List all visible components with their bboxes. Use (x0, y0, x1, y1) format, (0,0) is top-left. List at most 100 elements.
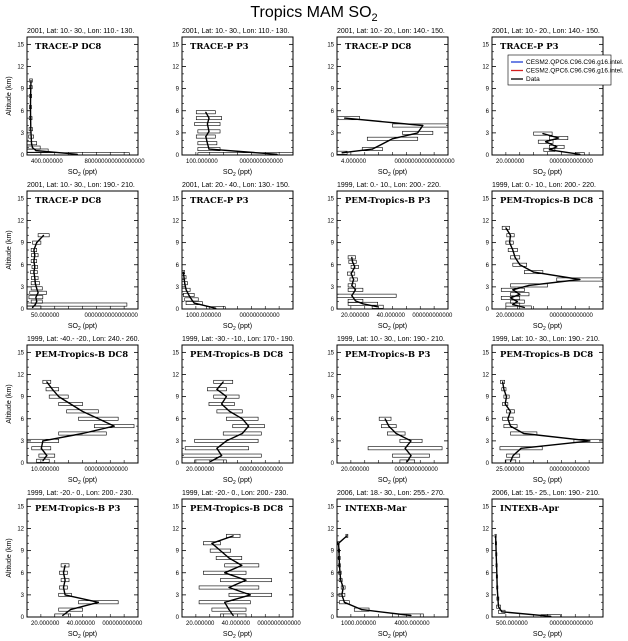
data-point (338, 564, 341, 567)
y-tick-label: 0 (21, 461, 25, 467)
error-bar (209, 548, 231, 553)
data-series-line (40, 381, 115, 462)
x-axis-label-unit: (ppt) (236, 169, 252, 176)
y-tick-label: 15 (17, 350, 24, 356)
error-bar (347, 287, 364, 292)
y-tick-label: 6 (176, 109, 180, 115)
data-point (205, 111, 207, 113)
data-point (351, 261, 354, 263)
y-tick-label: 6 (21, 417, 25, 423)
panel-title: 1999, Lat: -30.- -10., Lon: 170.- 190. (182, 336, 295, 343)
y-tick-label: 9 (486, 395, 490, 401)
y-tick-label: 12 (172, 219, 179, 225)
data-point (34, 254, 36, 256)
x-axis-label: SO2 (ppt) (68, 631, 97, 640)
data-point (341, 152, 343, 154)
y-tick-label: 0 (21, 307, 25, 313)
data-point (533, 271, 535, 273)
data-point (190, 298, 193, 300)
data-point (343, 601, 345, 603)
error-bar (195, 110, 216, 115)
data-point (495, 535, 497, 537)
data-point (30, 95, 32, 97)
data-point (241, 418, 243, 420)
panel-title: 2001, Lat: 10.- 20., Lon: 140.- 150. (337, 28, 445, 35)
campaign-label: INTEXB-Mar (345, 504, 407, 514)
data-point (410, 455, 412, 457)
x-tick-label: 1000.000000 (186, 313, 222, 319)
error-bar (27, 152, 130, 155)
data-point (350, 273, 352, 275)
data-point (228, 609, 230, 611)
panel-title: 1999, Lat: 0.- 10., Lon: 200.- 220. (337, 182, 441, 189)
error-bar (58, 431, 107, 436)
data-point (248, 425, 250, 427)
x-axis-label-unit: (ppt) (81, 631, 97, 638)
data-point (215, 307, 217, 309)
error-bar (399, 438, 423, 443)
data-point (34, 266, 36, 268)
x-axis-label: SO2 (ppt) (378, 169, 407, 178)
error-bar (36, 458, 50, 463)
data-point (512, 304, 514, 306)
x-tick-label: 000000000000000000 (395, 159, 456, 165)
panel-title: 2001, Lat: 20.- 40., Lon: 130.- 150. (182, 182, 290, 189)
data-series-line (501, 381, 591, 462)
campaign-label: TRACE-P DC8 (345, 42, 411, 52)
y-tick-label: 9 (21, 549, 25, 555)
x-tick-label: 800000000000000000 (85, 159, 146, 165)
data-point (338, 550, 340, 552)
y-tick-label: 9 (176, 395, 180, 401)
y-tick-label: 15 (482, 42, 489, 48)
error-bar (537, 139, 554, 144)
data-point (30, 86, 32, 88)
plot-area (54, 563, 119, 617)
data-point (519, 293, 521, 295)
y-tick-label: 3 (176, 131, 180, 137)
data-point (30, 128, 32, 130)
x-axis-label-unit: (ppt) (236, 323, 252, 330)
data-point (225, 396, 227, 398)
x-tick-label: 20.000000 (341, 467, 370, 473)
y-tick-label: 0 (331, 153, 335, 159)
data-point (33, 260, 35, 262)
x-axis-label: SO2 (ppt) (68, 169, 97, 178)
y-tick-label: 6 (486, 263, 490, 269)
y-tick-label: 9 (331, 87, 335, 93)
error-bar (399, 459, 415, 463)
x-tick-label: 000000000000 (102, 621, 143, 627)
x-axis-label-subscript: 2 (78, 634, 81, 640)
error-bar (37, 233, 50, 238)
data-point (219, 550, 221, 552)
data-series-line (494, 535, 551, 617)
x-tick-label: 20.000000 (186, 621, 215, 627)
x-axis-label-unit: (ppt) (546, 169, 562, 176)
data-point (70, 403, 72, 405)
data-point (344, 117, 346, 119)
data-point (339, 572, 341, 574)
data-series-line (182, 272, 216, 309)
figure-title-main: Tropics MAM SO (250, 4, 371, 21)
error-bar (337, 116, 361, 121)
x-axis-label-subscript: 2 (233, 634, 236, 640)
data-point (351, 284, 353, 286)
y-tick-label: 6 (331, 571, 335, 577)
y-tick-label: 6 (331, 109, 335, 115)
x-axis-label: SO2 (ppt) (533, 631, 562, 640)
data-point (29, 106, 32, 108)
y-axis-label: Altitude (km) (6, 384, 13, 423)
data-point (351, 295, 353, 297)
data-point (30, 142, 33, 144)
y-tick-label: 9 (486, 87, 490, 93)
data-point (523, 306, 526, 309)
panel-title: 2001, Lat: 10.- 20., Lon: 140.- 150. (492, 28, 600, 35)
figure-title-subscript: 2 (372, 12, 378, 24)
y-tick-label: 12 (172, 65, 179, 71)
x-tick-label: 20.000000 (341, 313, 370, 319)
error-bar (367, 446, 443, 451)
data-point (185, 289, 187, 291)
x-axis-label-unit: (ppt) (81, 169, 97, 176)
x-tick-label: 000000000000 (240, 313, 281, 319)
campaign-label: PEM-Tropics-B P3 (345, 350, 430, 360)
panel-2: 2001, Lat: 10.- 30., Lon: 110.- 130. TRAC… (172, 28, 294, 178)
